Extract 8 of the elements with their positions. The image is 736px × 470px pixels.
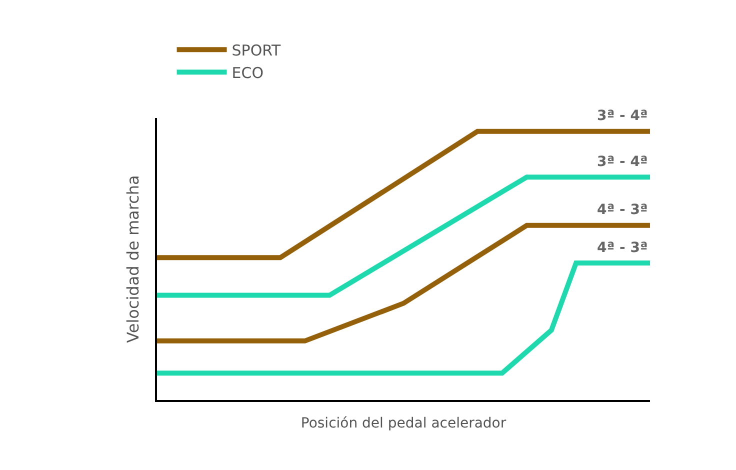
- y-axis-title: Velocidad de marcha: [123, 175, 142, 343]
- annotation: 3ª - 4ª: [597, 154, 648, 170]
- x-axis-title: Posición del pedal acelerador: [300, 416, 506, 432]
- annotation: 4ª - 3ª: [597, 202, 648, 218]
- annotation: 4ª - 3ª: [597, 240, 648, 256]
- legend-label: SPORT: [232, 42, 282, 60]
- legend-label: ECO: [232, 64, 264, 82]
- annotation: 3ª - 4ª: [597, 108, 648, 124]
